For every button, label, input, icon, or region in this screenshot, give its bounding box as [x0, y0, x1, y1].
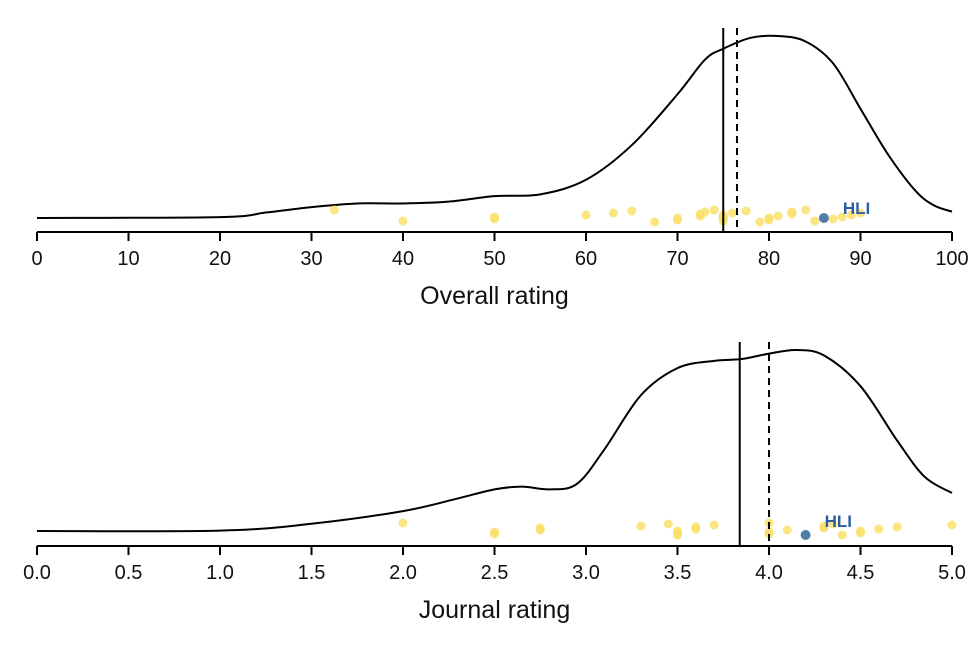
- data-point: [691, 522, 701, 532]
- data-point: [398, 518, 408, 528]
- data-point: [801, 205, 811, 215]
- data-point: [741, 206, 751, 216]
- highlight-label: HLI: [843, 199, 870, 218]
- data-point: [535, 523, 545, 533]
- data-point: [636, 521, 646, 531]
- data-point: [810, 216, 820, 226]
- data-point: [709, 520, 719, 530]
- data-point: [755, 217, 765, 227]
- data-point: [329, 205, 339, 215]
- x-axis-label: Journal rating: [419, 596, 570, 624]
- x-axis-label: Overall rating: [420, 282, 569, 310]
- data-point: [709, 205, 719, 215]
- x-tick-label: 20: [209, 248, 231, 270]
- data-point: [856, 526, 865, 536]
- x-tick-label: 1.5: [298, 562, 326, 584]
- x-tick-label: 30: [300, 248, 322, 270]
- x-tick-label: 4.0: [755, 562, 783, 584]
- data-point: [700, 207, 710, 217]
- x-tick-label: 40: [392, 248, 414, 270]
- data-point: [837, 212, 847, 222]
- x-tick-label: 3.0: [572, 562, 600, 584]
- x-tick-label: 0.5: [115, 562, 143, 584]
- data-point: [608, 208, 618, 218]
- data-point: [837, 530, 847, 540]
- x-tick-label: 0: [31, 248, 42, 270]
- highlight-point: [800, 530, 811, 540]
- data-point: [828, 214, 838, 224]
- data-point: [819, 521, 829, 531]
- data-point: [764, 213, 774, 223]
- x-tick-label: 90: [849, 248, 871, 270]
- data-point: [892, 522, 902, 532]
- x-tick-label: 10: [117, 248, 139, 270]
- x-tick-label: 4.5: [847, 562, 875, 584]
- data-point: [650, 217, 660, 227]
- x-tick-label: 2.0: [389, 562, 417, 584]
- x-tick-label: 50: [483, 248, 505, 270]
- x-tick-label: 5.0: [938, 562, 966, 584]
- data-point: [874, 524, 884, 534]
- data-point: [663, 519, 673, 529]
- data-point: [947, 520, 957, 530]
- data-point: [581, 210, 591, 220]
- data-point: [773, 211, 783, 221]
- data-point: [490, 527, 499, 537]
- x-tick-label: 1.0: [206, 562, 234, 584]
- data-point: [856, 208, 865, 218]
- data-point: [398, 216, 408, 226]
- x-tick-label: 0.0: [23, 562, 51, 584]
- data-point: [787, 207, 797, 217]
- data-point: [673, 526, 682, 536]
- x-tick-label: 60: [575, 248, 597, 270]
- highlight-point: [818, 213, 829, 223]
- x-tick-label: 3.5: [664, 562, 692, 584]
- density-curve: [36, 348, 953, 533]
- density-curve: [36, 34, 953, 219]
- data-point: [846, 210, 856, 220]
- x-tick-label: 100: [935, 248, 968, 270]
- data-point: [727, 208, 737, 218]
- highlight-label: HLI: [825, 512, 852, 531]
- data-point: [828, 519, 838, 529]
- data-point: [673, 213, 682, 223]
- panel-overall: 0 10 20 30 40 50 60 70 80 90 100 Overall rating HLI: [31, 28, 969, 310]
- data-point: [627, 206, 637, 216]
- data-point: [764, 527, 774, 537]
- data-point: [490, 212, 499, 222]
- x-tick-label: 2.5: [481, 562, 509, 584]
- panel-journal: 0.0 0.5 1.0 1.5 2.0 2.5 3.0 3.5 4.0 4.5 5.0 Journal…: [23, 342, 966, 624]
- x-tick-label: 70: [666, 248, 688, 270]
- x-tick-label: 80: [758, 248, 780, 270]
- data-point: [782, 525, 792, 535]
